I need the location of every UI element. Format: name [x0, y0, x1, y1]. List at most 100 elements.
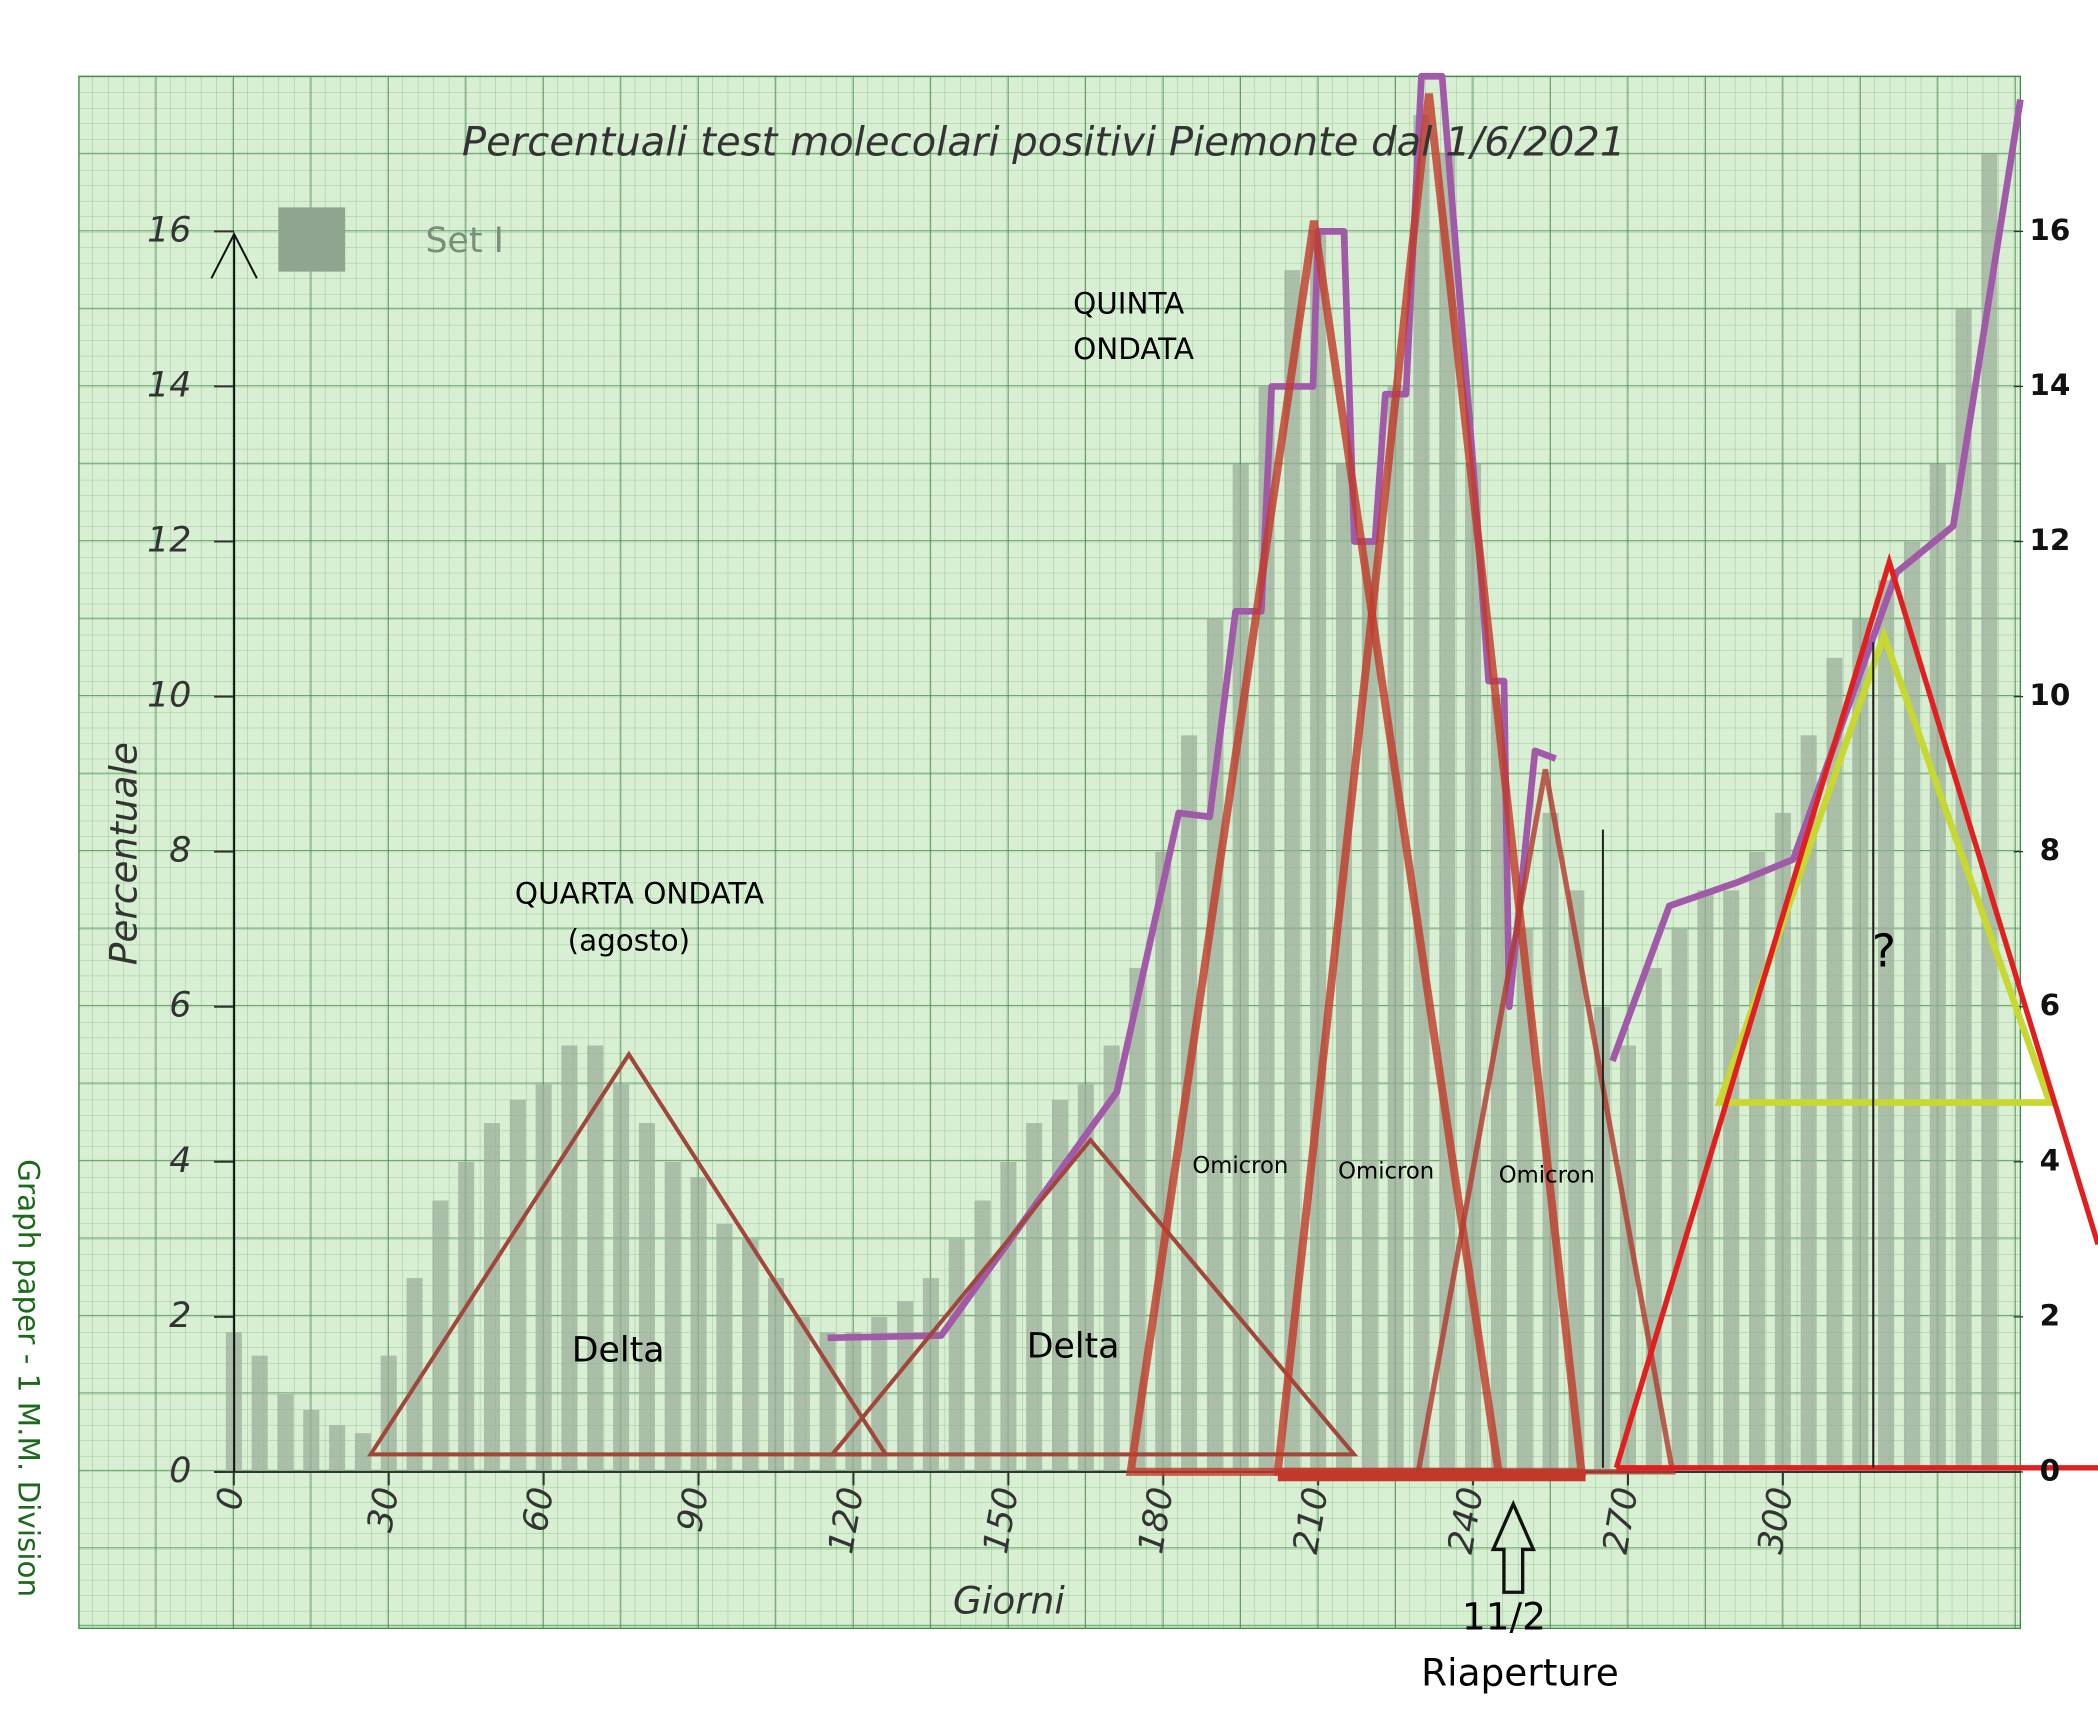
bar: [406, 1278, 423, 1472]
bar: [1387, 386, 1404, 1472]
y2-tick-label: 12: [2029, 523, 2070, 557]
triangle: [827, 1136, 1359, 1457]
bar: [329, 1425, 346, 1472]
triangle: [366, 1050, 890, 1457]
annotation: Riaperture: [1421, 1651, 1619, 1695]
bar: [587, 1045, 604, 1472]
bar: [1490, 696, 1507, 1472]
x-tick-label: 90: [670, 1484, 717, 1535]
bar: [1155, 851, 1172, 1472]
annotation: QUINTA: [1073, 287, 1184, 321]
bar: [1929, 463, 1946, 1472]
bar: [1749, 851, 1766, 1472]
y2-tick-label: 0: [2040, 1453, 2060, 1487]
bar: [1981, 153, 1998, 1472]
bar: [664, 1161, 681, 1472]
y2-tick-label: 6: [2040, 988, 2060, 1022]
bar: [483, 1123, 501, 1472]
bar: [1413, 115, 1430, 1472]
bar: [1568, 890, 1585, 1472]
annotation: (agosto): [568, 923, 691, 957]
bar: [1129, 967, 1146, 1472]
bar: [432, 1200, 449, 1472]
y2-tick-label: 16: [2029, 213, 2070, 247]
bar: [613, 1084, 630, 1472]
bar: [1077, 1084, 1094, 1472]
bar: [277, 1394, 294, 1472]
bar: [1181, 735, 1198, 1472]
legend-label: Set I: [425, 221, 503, 261]
triangle: [1613, 552, 2098, 1469]
annotation: QUARTA ONDATA: [515, 877, 764, 911]
y2-tick-label: 8: [2040, 833, 2060, 867]
y2-tick-label: 14: [2029, 368, 2070, 402]
bar: [1774, 812, 1791, 1472]
bar: [1026, 1123, 1043, 1472]
bar: [716, 1223, 733, 1472]
bar: [1103, 1045, 1120, 1472]
x-tick-label: 60: [515, 1484, 562, 1535]
bar: [354, 1433, 371, 1472]
y-axis-label: Percentuale: [101, 742, 145, 965]
y2-tick-label: 10: [2029, 678, 2070, 712]
bar: [1826, 657, 1843, 1472]
bar: [742, 1239, 759, 1472]
annotation: Graph paper - 1 M.M. Division: [11, 1159, 45, 1597]
y-tick-label: 14: [147, 365, 191, 405]
annotation: 11/2: [1462, 1595, 1546, 1639]
line: [1609, 99, 2024, 1063]
bar: [1465, 463, 1482, 1472]
bar: [1542, 812, 1559, 1472]
bar: [1310, 231, 1327, 1472]
x-tick-label: 30: [360, 1484, 407, 1535]
y-tick-label: 16: [147, 210, 191, 250]
annotations: [210, 93, 2098, 1594]
bar: [1878, 580, 1895, 1472]
annotation: Omicron: [1192, 1153, 1288, 1179]
graph-paper-major: [78, 75, 2022, 1630]
bar: [1723, 890, 1740, 1472]
bar: [1671, 929, 1688, 1472]
bar: [1258, 386, 1275, 1472]
bar: [1335, 463, 1353, 1472]
annotation: ?: [1872, 925, 1896, 978]
bar: [767, 1278, 785, 1472]
bar: [1903, 541, 1920, 1472]
bar: [922, 1278, 939, 1472]
y-tick-label: 12: [147, 521, 191, 561]
bar: [561, 1045, 578, 1472]
y2-tick-label: 4: [2040, 1143, 2060, 1177]
bar: [974, 1200, 991, 1472]
bar: [897, 1301, 914, 1472]
bar: [458, 1161, 475, 1472]
y-tick-label: 0: [169, 1451, 191, 1491]
y-axis: [210, 231, 258, 1472]
bar: [1516, 929, 1533, 1472]
arrow: [1490, 1499, 1536, 1594]
bar: [535, 1084, 552, 1472]
legend-swatch: [278, 207, 346, 272]
bar: [638, 1123, 655, 1472]
bar: [1361, 541, 1378, 1472]
annotation: Delta: [1027, 1326, 1120, 1366]
bar: [1000, 1161, 1017, 1472]
bar: [793, 1316, 810, 1472]
bar: [509, 1099, 526, 1472]
y-tick-label: 4: [169, 1141, 191, 1181]
bar: [1852, 619, 1869, 1472]
bar: [690, 1177, 707, 1472]
triangle: [1714, 625, 2055, 1106]
bar: [948, 1239, 965, 1472]
chart-title: Percentuali test molecolari positivi Pie…: [462, 120, 1625, 166]
y-tick-label: 2: [169, 1296, 191, 1336]
y-tick-label: 8: [169, 831, 191, 871]
bar: [1206, 619, 1223, 1472]
bar: [303, 1409, 320, 1472]
annotation: Delta: [572, 1330, 665, 1370]
x-axis-label: Giorni: [953, 1578, 1065, 1622]
annotation: Omicron: [1338, 1159, 1434, 1185]
y-tick-label: 10: [147, 676, 191, 716]
y-tick-label: 6: [169, 986, 191, 1026]
bar: [251, 1355, 268, 1472]
